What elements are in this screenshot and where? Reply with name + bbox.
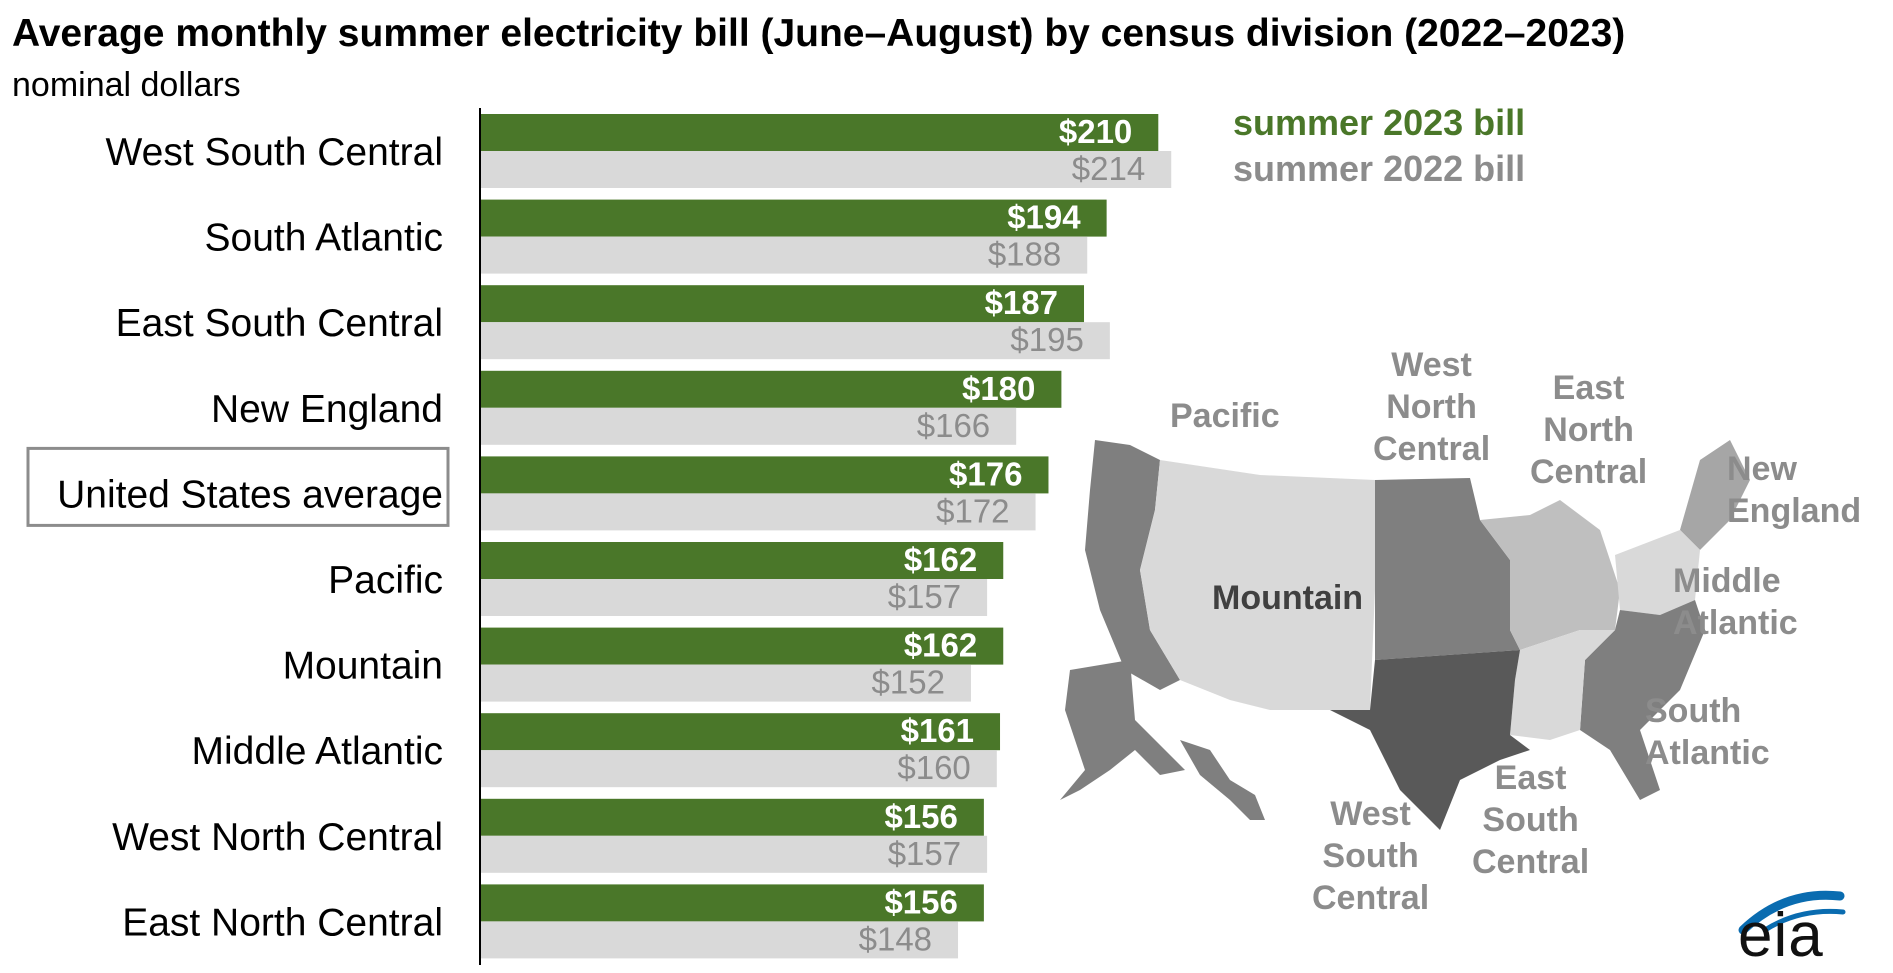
- map-region-pacific: [1085, 440, 1180, 690]
- data-label-2023: $162: [904, 541, 977, 578]
- map-label-new-england: New England: [1727, 450, 1862, 530]
- bar-2022: [480, 322, 1110, 360]
- bar-2022: [480, 664, 971, 702]
- us-census-divisions-map: [1060, 440, 1750, 830]
- data-label-2022: $172: [936, 492, 1009, 529]
- bar-2022: [480, 407, 1017, 445]
- bar-2022: [480, 151, 1172, 188]
- map-region-mountain: [1140, 460, 1375, 710]
- bar-2022: [480, 835, 988, 873]
- map-label-middle-atlantic: Middle Atlantic: [1673, 562, 1798, 642]
- map-region-east-north-central: [1480, 500, 1620, 650]
- bar-2023: [480, 542, 1004, 579]
- data-label-2023: $194: [1007, 199, 1081, 236]
- data-label-2022: $166: [917, 407, 990, 444]
- data-label-2022: $188: [988, 236, 1061, 273]
- map-region-east-south-central: [1510, 630, 1615, 740]
- map-label-west-north-central: West North Central: [1373, 346, 1491, 468]
- map-label-pacific: Pacific: [1170, 397, 1280, 435]
- chart-subtitle: nominal dollars: [12, 66, 241, 104]
- category-label: East South Central: [116, 302, 443, 345]
- bar-2023: [480, 798, 984, 836]
- map-label-east-north-central: East North Central: [1530, 369, 1648, 491]
- legend-2022: summer 2022 bill: [1233, 148, 1526, 189]
- map-region-south-atlantic: [1580, 600, 1705, 800]
- bar-2022: [480, 493, 1036, 531]
- category-label: New England: [211, 388, 443, 431]
- map-region-alaska: [1060, 660, 1185, 800]
- bar-2022: [480, 921, 959, 959]
- map-label-east-south-central: East South Central: [1472, 759, 1590, 881]
- category-label: United States average: [57, 473, 443, 516]
- category-label: West South Central: [106, 131, 443, 174]
- map-region-west-north-central: [1375, 478, 1520, 660]
- bar-2023: [480, 370, 1062, 408]
- bar-2023: [480, 456, 1049, 494]
- data-label-2023: $161: [901, 712, 974, 749]
- map-region-west-south-central: [1330, 650, 1530, 830]
- data-label-2023: $187: [985, 284, 1058, 321]
- data-label-2023: $176: [949, 455, 1022, 492]
- data-label-2022: $195: [1010, 321, 1083, 358]
- data-label-2023: $156: [884, 798, 957, 835]
- data-label-2022: $157: [888, 835, 961, 872]
- bar-2023: [480, 713, 1001, 751]
- category-label: South Atlantic: [205, 217, 444, 260]
- bar-2023: [480, 884, 984, 922]
- category-label: Pacific: [328, 559, 443, 602]
- bar-2023: [480, 627, 1004, 665]
- map-region-hawaii: [1180, 740, 1265, 820]
- data-label-2022: $214: [1072, 150, 1145, 187]
- bar-2023: [480, 114, 1159, 151]
- bar-2023: [480, 199, 1107, 237]
- data-label-2022: $160: [897, 749, 970, 786]
- data-label-2023: $180: [962, 370, 1035, 407]
- category-label: Middle Atlantic: [192, 730, 443, 773]
- data-label-2022: $148: [859, 920, 932, 957]
- data-label-2022: $157: [888, 578, 961, 615]
- chart-title: Average monthly summer electricity bill …: [12, 12, 1626, 55]
- map-label-mountain: Mountain: [1212, 579, 1364, 617]
- map-region-new-england: [1680, 440, 1750, 550]
- data-label-2023: $210: [1059, 113, 1132, 150]
- eia-logo-arc: [1738, 890, 1846, 935]
- map-label-south-atlantic: South Atlantic: [1645, 692, 1770, 772]
- bar-2023: [480, 285, 1085, 323]
- eia-logo-text: eia: [1738, 901, 1824, 970]
- map-label-west-south-central: West South Central: [1312, 795, 1430, 917]
- bar-2022: [480, 236, 1088, 274]
- bar-2022: [480, 579, 988, 616]
- category-label: West North Central: [112, 816, 443, 859]
- category-label: East North Central: [122, 901, 443, 944]
- map-region-middle-atlantic: [1615, 530, 1700, 615]
- category-label: Mountain: [283, 645, 443, 688]
- legend-2023: summer 2023 bill: [1233, 102, 1526, 143]
- data-label-2023: $156: [884, 883, 957, 920]
- data-label-2022: $152: [872, 664, 945, 701]
- data-label-2023: $162: [904, 627, 977, 664]
- highlight-box: [26, 446, 450, 527]
- bar-2022: [480, 750, 997, 788]
